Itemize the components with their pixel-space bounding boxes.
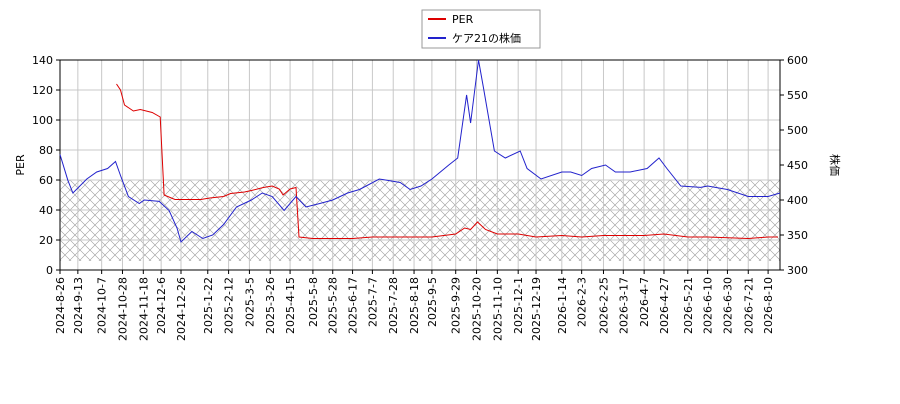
x-tick-label: 2025-6-17 [347,277,360,334]
series-line [59,59,781,243]
x-tick-label: 2025-5-28 [327,277,340,334]
x-tick-label: 2026-1-14 [556,277,569,334]
x-tick-label: 2025-12-19 [530,277,543,341]
series-line [116,83,778,240]
legend-label: ケア21の株価 [452,31,521,45]
x-tick-label: 2026-8-10 [762,277,775,334]
x-tick-label: 2024-10-28 [116,277,129,341]
x-tick-label: 2026-4-27 [658,277,671,334]
y2-tick-label: 550 [787,89,808,102]
x-tick-label: 2024-12-6 [155,277,168,334]
y2-tick-label: 600 [787,54,808,67]
x-tick-label: 2026-5-21 [682,277,695,334]
x-tick-label: 2024-11-18 [137,277,150,341]
y-tick-label: 0 [46,264,53,277]
x-tick-label: 2024-12-26 [175,277,188,341]
y-tick-label: 80 [39,144,53,157]
x-tick-label: 2026-6-30 [721,277,734,334]
x-tick-label: 2025-3-5 [243,277,256,327]
x-tick-label: 2025-8-18 [408,277,421,334]
y-tick-label: 20 [39,234,53,247]
x-tick-label: 2025-2-12 [223,277,236,334]
x-tick-label: 2025-7-28 [387,277,400,334]
x-tick-label: 2026-2-3 [576,277,589,327]
x-tick-label: 2025-10-20 [471,277,484,341]
y2-tick-label: 350 [787,229,808,242]
x-tick-label: 2025-3-26 [264,277,277,334]
x-tick-label: 2026-6-10 [702,277,715,334]
x-tick-label: 2024-8-26 [54,277,67,334]
y2-tick-label: 450 [787,159,808,172]
x-tick-label: 2025-5-8 [307,277,320,327]
x-tick-label: 2026-4-7 [638,277,651,327]
legend-box [421,9,541,49]
x-tick-label: 2026-7-21 [742,277,755,334]
y2-axis-label: 株価 [828,154,842,176]
legend: PER ケア21の株価 [421,9,541,49]
plot-frame [59,59,781,271]
x-tick-label: 2026-3-17 [617,277,630,334]
y-tick-label: 100 [32,114,53,127]
legend-label: PER [452,13,474,26]
y-axis-label: PER [14,154,27,176]
x-tick-label: 2025-7-7 [366,277,379,327]
y2-tick-label: 300 [787,264,808,277]
y2-tick-label: 400 [787,194,808,207]
x-tick-label: 2024-10-7 [96,277,109,334]
y-tick-label: 140 [32,54,53,67]
y-tick-label: 40 [39,204,53,217]
x-tick-label: 2025-1-22 [202,277,215,334]
x-tick-label: 2026-2-25 [597,277,610,334]
x-tick-label: 2025-9-5 [426,277,439,327]
x-tick-label: 2025-12-1 [512,277,525,334]
y-tick-label: 120 [32,84,53,97]
x-tick-label: 2025-4-15 [284,277,297,334]
x-tick-label: 2025-9-29 [450,277,463,334]
shaded-band [60,180,780,261]
x-tick-label: 2024-9-13 [72,277,85,334]
y2-tick-label: 500 [787,124,808,137]
y-tick-label: 60 [39,174,53,187]
x-tick-label: 2025-11-10 [491,277,504,341]
